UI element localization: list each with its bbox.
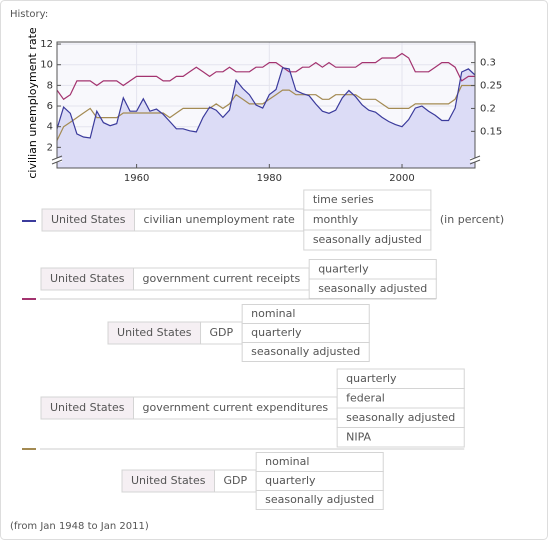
legend-text: United States bbox=[50, 272, 125, 285]
legend-text: monthly bbox=[313, 213, 359, 226]
y-tick-label: 6 bbox=[47, 101, 53, 112]
legend-text: seasonally adjusted bbox=[265, 493, 374, 506]
legend-text: United States bbox=[117, 326, 192, 339]
axis-break-gap bbox=[52, 158, 62, 162]
legend-text: NIPA bbox=[346, 430, 371, 443]
y-tick-label: 8 bbox=[47, 80, 53, 91]
y-axis-label: civilian unemployment rate bbox=[26, 27, 39, 179]
footer: (from Jan 1948 to Jan 2011) bbox=[10, 521, 149, 532]
axis-break bbox=[469, 155, 481, 161]
series-line bbox=[56, 52, 475, 101]
legend-unit: (in percent) bbox=[440, 213, 504, 226]
legend-denominator: United States GDP nominal quarterly seasonal… bbox=[121, 452, 384, 510]
axis-break bbox=[469, 159, 481, 165]
legend-text: quarterly bbox=[346, 372, 397, 385]
legend-text: seasonally adjusted bbox=[313, 233, 422, 246]
legend-text: GDP bbox=[224, 474, 248, 487]
x-tick-label: 1960 bbox=[124, 173, 149, 184]
legend-text: government current expenditures bbox=[143, 401, 329, 414]
legend-text: GDP bbox=[210, 326, 234, 339]
y-tick-label: 12 bbox=[40, 39, 53, 50]
x-tick-label: 1980 bbox=[257, 173, 282, 184]
series-line bbox=[56, 67, 476, 139]
legend-text: seasonally adjusted bbox=[346, 411, 455, 424]
legend-text: federal bbox=[346, 391, 385, 404]
legend-text: quarterly bbox=[265, 474, 316, 487]
y2-tick-label: 0.2 bbox=[480, 103, 496, 114]
legend-text: nominal bbox=[251, 307, 295, 320]
y-tick-label: 2 bbox=[47, 142, 53, 153]
legend-text: United States bbox=[131, 474, 206, 487]
legend-text: United States bbox=[51, 213, 126, 226]
legend-text: nominal bbox=[265, 455, 309, 468]
legend-text: seasonally adjusted bbox=[318, 282, 427, 295]
legend-box bbox=[255, 490, 384, 510]
legend-text: government current receipts bbox=[143, 272, 301, 285]
y2-tick-label: 0.25 bbox=[480, 81, 502, 92]
legend-denominator: United States GDP nominal quarterly seasonal… bbox=[107, 304, 370, 362]
y2-tick-label: 0.15 bbox=[480, 126, 502, 137]
legend-box bbox=[303, 229, 432, 251]
axis-break bbox=[51, 159, 63, 165]
y-tick-label: 4 bbox=[47, 122, 53, 133]
y-tick-label: 10 bbox=[40, 60, 53, 71]
legend-text: civilian unemployment rate bbox=[144, 213, 296, 226]
header: History: bbox=[10, 9, 48, 20]
legend-item: United States civilian unemployment rate t… bbox=[41, 189, 504, 251]
axis-break bbox=[51, 155, 63, 161]
legend-text: seasonally adjusted bbox=[251, 345, 360, 358]
axis-break-gap bbox=[470, 158, 480, 162]
legend-item: United States government current receipts… bbox=[40, 259, 437, 362]
legend-text: quarterly bbox=[251, 326, 302, 339]
legend-text: quarterly bbox=[318, 262, 369, 275]
legend-box bbox=[241, 342, 370, 362]
plot-frame bbox=[56, 41, 476, 169]
x-tick-label: 2000 bbox=[389, 173, 414, 184]
y2-tick-label: 0.3 bbox=[480, 58, 496, 69]
legend-text: time series bbox=[313, 193, 374, 206]
legend-box bbox=[336, 427, 465, 448]
legend-text: United States bbox=[50, 401, 125, 414]
legend-item: United States government current expendit… bbox=[40, 368, 465, 510]
area bbox=[57, 67, 475, 168]
